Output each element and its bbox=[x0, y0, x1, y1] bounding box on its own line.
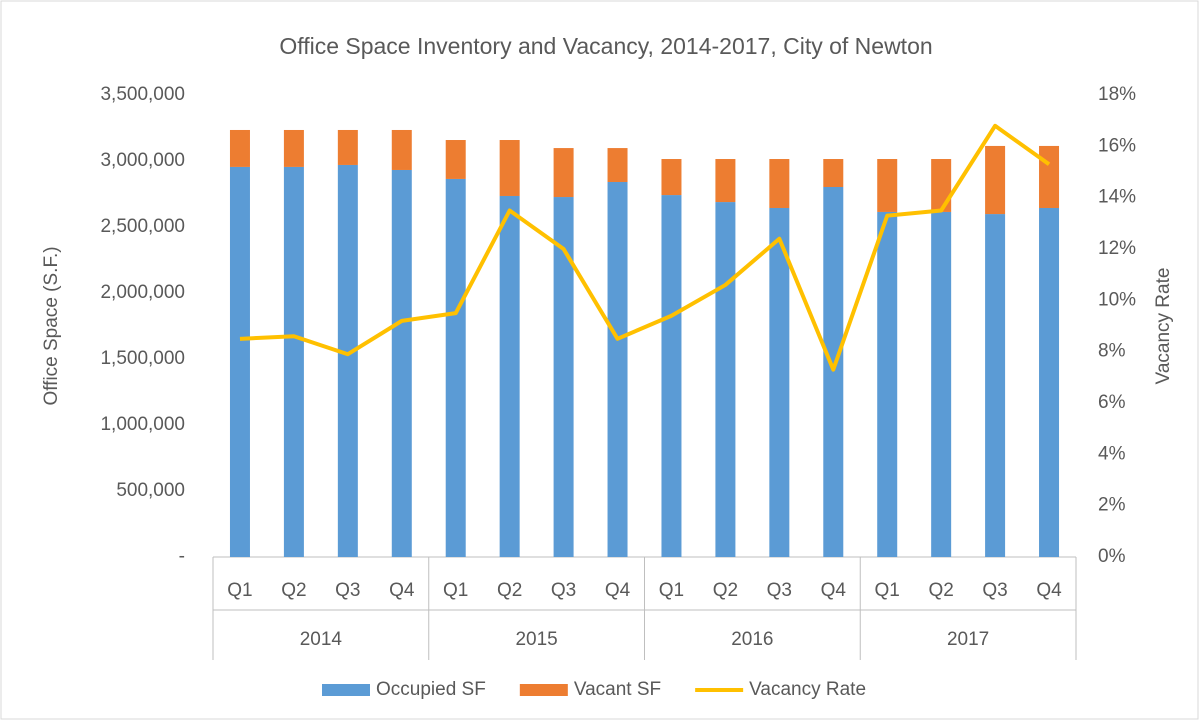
bar bbox=[607, 148, 628, 182]
chart-title: Office Space Inventory and Vacancy, 2014… bbox=[279, 33, 932, 59]
y2-axis-label: Vacancy Rate bbox=[1153, 268, 1174, 385]
bar bbox=[229, 166, 250, 557]
bar bbox=[769, 207, 790, 557]
y2-tick-label: 12% bbox=[1098, 238, 1136, 259]
line bbox=[239, 123, 1051, 372]
bar bbox=[769, 159, 790, 208]
x-tick-label: Q2 bbox=[928, 580, 953, 601]
bar bbox=[337, 129, 358, 165]
group-label: 2015 bbox=[515, 629, 557, 650]
group-label: 2017 bbox=[947, 629, 989, 650]
x-tick-label: Q4 bbox=[1036, 580, 1062, 601]
bar bbox=[283, 166, 304, 557]
x-tick-label: Q1 bbox=[659, 580, 684, 601]
x-tick-label: Q3 bbox=[335, 580, 360, 601]
bar bbox=[715, 202, 736, 557]
y2-tick-label: 4% bbox=[1098, 443, 1126, 464]
bar bbox=[229, 129, 250, 167]
bar bbox=[1039, 145, 1060, 208]
y-tick-label: 1,500,000 bbox=[100, 348, 185, 369]
bar bbox=[985, 214, 1006, 557]
bar bbox=[877, 211, 898, 557]
y2-tick-label: 8% bbox=[1098, 341, 1126, 362]
bar bbox=[715, 159, 736, 203]
bar bbox=[499, 195, 520, 558]
legend-swatch bbox=[322, 684, 370, 696]
bar bbox=[661, 195, 682, 557]
x-tick-label: Q2 bbox=[713, 580, 738, 601]
bar bbox=[661, 159, 682, 196]
legend-label: Occupied SF bbox=[376, 679, 486, 700]
x-tick-label: Q3 bbox=[767, 580, 792, 601]
y-tick-label: 2,500,000 bbox=[100, 216, 185, 237]
x-tick-label: Q1 bbox=[875, 580, 900, 601]
y2-tick-label: 0% bbox=[1098, 546, 1126, 567]
group-label: 2016 bbox=[731, 629, 773, 650]
bar bbox=[823, 187, 844, 557]
bar bbox=[931, 159, 952, 212]
bar bbox=[445, 140, 466, 179]
y-tick-label: - bbox=[179, 546, 185, 567]
y2-tick-label: 6% bbox=[1098, 392, 1126, 413]
x-tick-label: Q3 bbox=[551, 580, 576, 601]
bar bbox=[823, 159, 844, 188]
y2-tick-label: 2% bbox=[1098, 495, 1126, 516]
x-tick-label: Q1 bbox=[227, 580, 252, 601]
x-tick-label: Q1 bbox=[443, 580, 468, 601]
bar bbox=[553, 197, 574, 557]
bar bbox=[499, 140, 520, 196]
bar bbox=[985, 145, 1006, 215]
x-tick-label: Q2 bbox=[497, 580, 522, 601]
bar bbox=[877, 159, 898, 212]
legend-label: Vacant SF bbox=[574, 679, 661, 700]
x-tick-label: Q3 bbox=[982, 580, 1007, 601]
legend-swatch bbox=[519, 684, 568, 696]
bar bbox=[553, 148, 574, 198]
y2-tick-label: 18% bbox=[1098, 84, 1136, 105]
bar bbox=[283, 129, 304, 167]
legend-label: Vacancy Rate bbox=[749, 679, 866, 700]
bar bbox=[1039, 207, 1060, 557]
bar bbox=[337, 164, 358, 557]
x-tick-label: Q4 bbox=[605, 580, 631, 601]
bar bbox=[445, 178, 466, 557]
y-tick-label: 1,000,000 bbox=[100, 414, 185, 435]
bar bbox=[391, 129, 412, 170]
y-tick-label: 500,000 bbox=[116, 480, 185, 501]
y-tick-label: 3,500,000 bbox=[100, 84, 185, 105]
y-tick-label: 3,000,000 bbox=[100, 150, 185, 171]
y2-tick-label: 10% bbox=[1098, 289, 1136, 310]
y2-tick-label: 16% bbox=[1098, 135, 1136, 156]
y-axis-label: Office Space (S.F.) bbox=[41, 246, 62, 405]
bar bbox=[391, 169, 412, 557]
bar bbox=[931, 211, 952, 557]
x-tick-label: Q2 bbox=[281, 580, 306, 601]
x-tick-label: Q4 bbox=[821, 580, 847, 601]
bar bbox=[607, 181, 628, 557]
x-tick-label: Q4 bbox=[389, 580, 415, 601]
y2-tick-label: 14% bbox=[1098, 187, 1136, 208]
y-tick-label: 2,000,000 bbox=[100, 282, 185, 303]
group-label: 2014 bbox=[300, 629, 343, 650]
